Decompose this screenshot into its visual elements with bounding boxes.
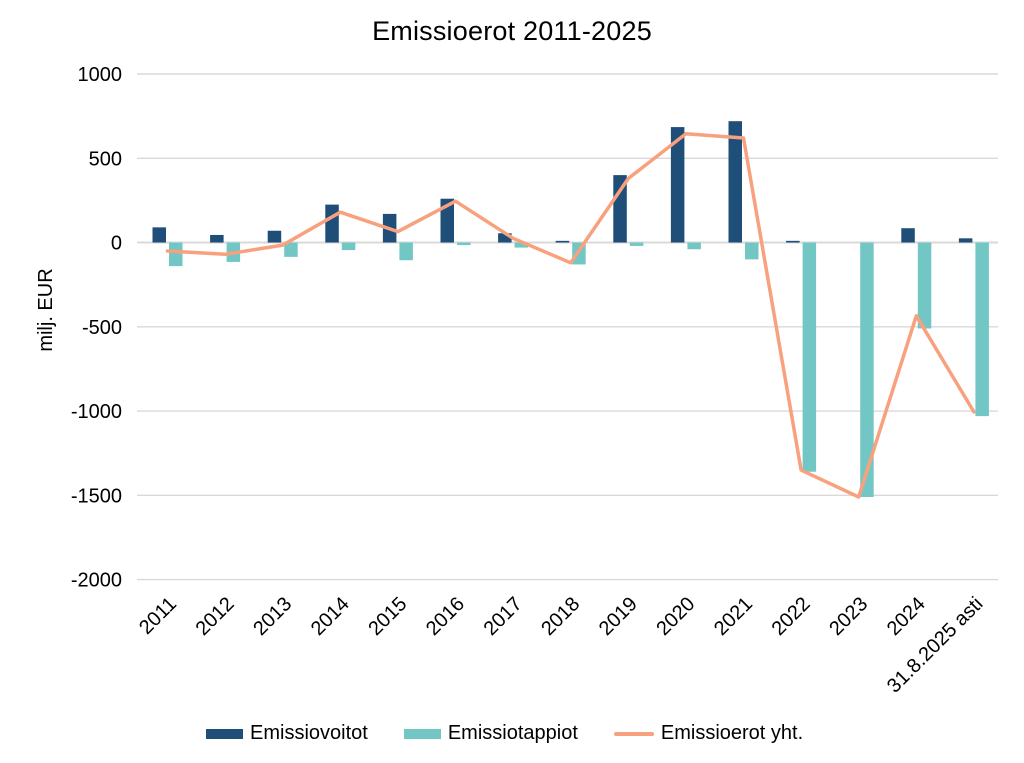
bar-emissiovoitot-2011: [152, 227, 166, 243]
x-label-2024: 2024: [883, 593, 930, 640]
x-label-2011: 2011: [135, 593, 181, 639]
bar-emissiovoitot-2024: [901, 228, 915, 243]
bar-emissiovoitot-2022: [786, 240, 800, 243]
y-tick-label-1000: 1000: [78, 64, 123, 86]
bar-emissiotappiot-2017: [514, 242, 529, 248]
legend-swatch-emissioerot-yht: [613, 731, 654, 736]
bar-emissiotappiot-2022: [802, 242, 817, 472]
bar-emissiotappiot-2019: [629, 242, 644, 246]
bar-emissiovoitot-2020: [670, 127, 685, 243]
legend-item-emissiotappiot: Emissiotappiot: [403, 722, 578, 745]
bar-emissiotappiot-2014: [341, 242, 356, 251]
chart-title: Emissioerot 2011-2025: [372, 16, 652, 46]
y-tick-label--2000: -2000: [71, 570, 122, 592]
bar-emissiotappiot-2011: [169, 242, 183, 267]
bar-emissiovoitot-2018: [555, 240, 570, 243]
legend: Emissiovoitot Emissiotappiot Emissioerot…: [206, 722, 803, 745]
x-label-2019: 2019: [595, 593, 642, 640]
legend-label-emissiotappiot: Emissiotappiot: [447, 722, 578, 744]
x-label-2020: 2020: [652, 593, 699, 640]
x-label-2021: 2021: [710, 593, 757, 640]
bar-emissiotappiot-2021: [745, 242, 759, 260]
legend-label-emissiovoitot: Emissiovoitot: [250, 722, 368, 744]
legend-swatch-emissiovoitot: [206, 728, 243, 739]
x-label-2014: 2014: [307, 593, 354, 640]
bar-emissiotappiot-2016: [457, 242, 471, 246]
bar-emissiotappiot-2024: [917, 242, 932, 329]
bar-emissiotappiot-31-8-2025-asti: [975, 242, 989, 417]
bar-emissiovoitot-31-8-2025-asti: [958, 238, 973, 243]
bar-emissiovoitot-2021: [728, 121, 742, 243]
x-label-2013: 2013: [249, 593, 296, 640]
legend-label-emissioerot-yht: Emissioerot yht.: [660, 722, 804, 744]
bar-emissiovoitot-2016: [440, 198, 454, 243]
y-tick-label-0: 0: [111, 233, 122, 255]
legend-item-emissioerot-yht: Emissioerot yht.: [613, 722, 804, 745]
x-label-2023: 2023: [825, 593, 872, 640]
x-label-2017: 2017: [480, 593, 527, 640]
bar-emissiotappiot-2020: [687, 242, 701, 250]
bar-emissiovoitot-2014: [325, 204, 339, 243]
bar-emissiovoitot-2019: [613, 175, 627, 243]
bar-emissiotappiot-2015: [399, 242, 413, 261]
y-tick-label--1000: -1000: [71, 401, 122, 423]
y-tick-label-500: 500: [89, 148, 122, 170]
line-emissioerot-yht: [165, 132, 976, 499]
legend-item-emissiovoitot: Emissiovoitot: [206, 722, 368, 745]
bar-emissiotappiot-2013: [284, 242, 298, 257]
x-label-2015: 2015: [364, 593, 411, 640]
legend-swatch-emissiotappiot: [403, 728, 441, 739]
bar-emissiovoitot-2017: [498, 233, 512, 243]
x-label-2022: 2022: [768, 593, 815, 640]
x-label-2012: 2012: [192, 593, 239, 640]
bar-emissiovoitot-2012: [210, 234, 224, 243]
bar-emissiotappiot-2023: [860, 242, 874, 498]
bar-emissiovoitot-2013: [267, 230, 282, 243]
x-label-2016: 2016: [422, 593, 469, 640]
y-tick-label--1500: -1500: [71, 485, 122, 507]
y-tick-label--500: -500: [82, 317, 122, 339]
x-label-2018: 2018: [537, 593, 584, 640]
